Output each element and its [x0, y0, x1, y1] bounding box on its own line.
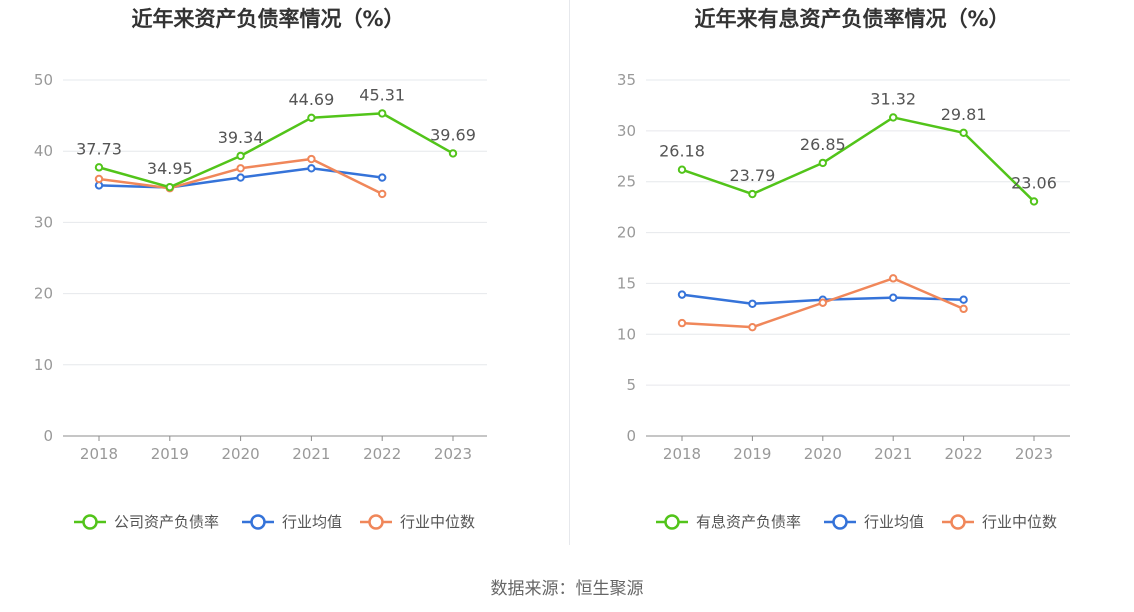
y-tick-label: 30	[34, 213, 53, 231]
data-point	[677, 165, 687, 174]
y-tick-label: 50	[34, 71, 53, 89]
legend-swatch-marker	[950, 514, 966, 530]
x-tick-label: 2023	[434, 445, 472, 463]
legend-label: 行业均值	[282, 513, 342, 531]
data-point	[165, 182, 175, 192]
data-label: 45.31	[359, 85, 405, 104]
data-label: 26.85	[800, 135, 846, 154]
panel-divider	[569, 0, 570, 545]
data-label: 31.32	[870, 89, 916, 108]
legend-label: 公司资产负债率	[114, 513, 219, 531]
x-tick-label: 2019	[151, 445, 189, 463]
data-point	[1029, 197, 1039, 206]
legend-item-2: 行业均值	[824, 513, 924, 531]
x-tick-label: 2020	[222, 445, 260, 463]
data-label: 37.73	[76, 139, 122, 158]
data-point	[378, 173, 387, 182]
chart-title: 近年来资产负债率情况（%）	[131, 7, 404, 31]
y-tick-label: 15	[617, 274, 636, 292]
x-tick-label: 2019	[733, 445, 771, 463]
y-tick-label: 40	[34, 142, 53, 160]
data-source: 数据来源：恒生聚源	[490, 579, 644, 599]
data-label: 34.95	[147, 159, 193, 178]
y-tick-label: 20	[617, 224, 636, 242]
series-line-1	[98, 112, 454, 189]
legend-label: 行业中位数	[400, 513, 475, 531]
legend-item-2: 行业均值	[242, 513, 342, 531]
legend-label: 行业均值	[864, 513, 924, 531]
data-label: 23.06	[1011, 173, 1057, 192]
data-point	[889, 113, 898, 122]
data-point	[677, 318, 687, 328]
data-point	[889, 293, 898, 302]
data-point	[236, 173, 245, 182]
data-point	[818, 158, 827, 168]
x-tick-label: 2022	[363, 445, 401, 463]
data-point	[94, 163, 104, 172]
legend-label: 行业中位数	[982, 513, 1057, 531]
data-point	[378, 109, 387, 118]
legend-swatch-marker	[832, 514, 848, 530]
data-point	[307, 154, 316, 164]
y-tick-label: 10	[617, 325, 636, 343]
data-point	[94, 174, 104, 184]
y-tick-label: 10	[34, 356, 53, 374]
legend-label: 有息资产负债率	[696, 513, 801, 531]
data-point	[748, 189, 757, 199]
data-label: 39.69	[430, 125, 476, 144]
data-point	[236, 164, 245, 173]
chart-panel-1: 近年来资产负债率情况（%） 0 10 20 30 40 50 2018 2019 2020 2021…	[34, 7, 487, 531]
legend-item-3: 行业中位数	[942, 513, 1057, 531]
data-label: 23.79	[729, 166, 775, 185]
y-tick-label: 0	[43, 427, 53, 445]
legend-swatch-marker	[664, 514, 680, 530]
data-point	[236, 151, 245, 161]
chart-title: 近年来有息资产负债率情况（%）	[694, 7, 1009, 31]
x-tick-label: 2022	[945, 445, 983, 463]
y-tick-label: 30	[617, 122, 636, 140]
data-point	[748, 299, 757, 308]
data-label: 39.34	[218, 128, 264, 147]
legend-swatch-marker	[82, 514, 98, 530]
data-point	[307, 113, 316, 123]
data-label: 44.69	[288, 90, 334, 109]
data-label: 29.81	[941, 105, 987, 124]
x-tick-label: 2020	[804, 445, 842, 463]
data-point	[889, 274, 898, 283]
x-tick-label: 2018	[663, 445, 701, 463]
data-point	[959, 295, 968, 304]
data-point	[448, 149, 458, 158]
series-line-1	[681, 116, 1035, 203]
y-tick-label: 20	[34, 285, 53, 303]
y-tick-label: 35	[617, 71, 636, 89]
legend-swatch-marker	[250, 514, 266, 530]
data-point	[307, 164, 316, 173]
y-tick-label: 5	[626, 376, 636, 394]
data-point	[748, 322, 757, 332]
y-tick-label: 0	[626, 427, 636, 445]
data-point	[959, 128, 968, 137]
x-tick-label: 2023	[1015, 445, 1053, 463]
x-tick-label: 2021	[292, 445, 330, 463]
legend-item-1: 有息资产负债率	[656, 513, 801, 531]
data-point	[818, 298, 827, 307]
data-point	[677, 290, 687, 299]
data-label: 26.18	[659, 142, 705, 161]
data-point	[378, 189, 387, 199]
x-tick-label: 2018	[80, 445, 118, 463]
legend-item-3: 行业中位数	[360, 513, 475, 531]
legend-item-1: 公司资产负债率	[74, 513, 219, 531]
data-point	[959, 304, 968, 314]
x-tick-label: 2021	[874, 445, 912, 463]
chart-panel-2: 近年来有息资产负债率情况（%） 0 5 10 15 20 25 30 35 2018 2019 202…	[617, 7, 1070, 531]
legend-swatch-marker	[368, 514, 384, 530]
y-tick-label: 25	[617, 173, 636, 191]
